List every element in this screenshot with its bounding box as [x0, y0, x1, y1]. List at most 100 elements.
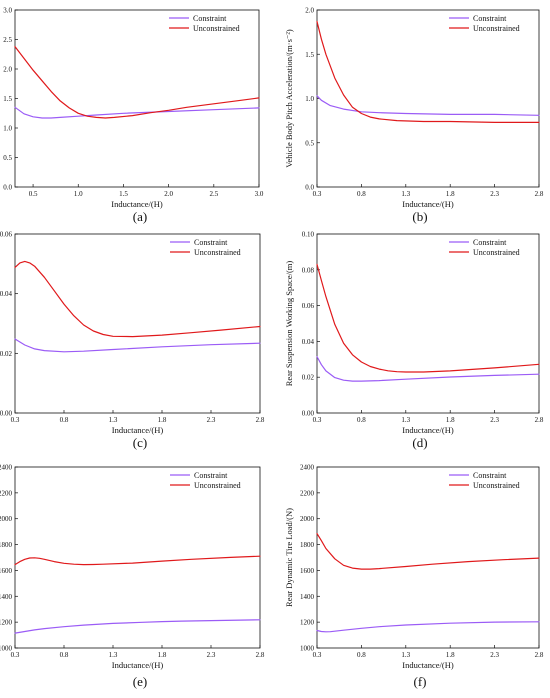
legend-label-constraint: Constraint	[194, 238, 228, 247]
x-tick-label: 2.3	[490, 416, 499, 424]
legend-label-unconstrained: Unconstrained	[193, 24, 240, 33]
x-tick-label: 1.8	[446, 190, 455, 198]
series-line-constraint	[14, 619, 261, 634]
x-axis-title: Inductance/(H)	[111, 199, 163, 209]
y-tick-label: 0.04	[302, 338, 315, 346]
x-tick-label: 1.3	[109, 416, 118, 424]
x-tick-label: 1.8	[158, 416, 167, 424]
panel-label: (e)	[133, 674, 147, 689]
y-axis-title: Rear Suspension Working Space/(m)	[284, 261, 294, 387]
y-tick-label: 2200	[300, 489, 315, 497]
y-tick-label: 2000	[300, 515, 315, 523]
y-tick-label: 1200	[300, 619, 315, 627]
y-tick-label: 1.0	[3, 125, 12, 133]
x-tick-label: 0.3	[313, 190, 322, 198]
y-tick-label: 0.0	[305, 184, 314, 192]
chart-panel-4: 0.3 0.8 1.3 1.8 2.3 2.8 0.00 0.02 0.04 0.06 0.08 0.…	[284, 231, 544, 451]
x-tick-label: 2.5	[209, 190, 218, 198]
x-tick-label: 1.5	[119, 190, 128, 198]
series-line-unconstrained	[14, 555, 261, 566]
y-tick-label: 2.0	[3, 66, 12, 74]
series-line-unconstrained	[316, 533, 540, 570]
y-tick-label: 1400	[300, 593, 315, 601]
plot-frame	[316, 9, 540, 188]
x-tick-label: 1.8	[446, 651, 455, 659]
y-tick-label: 1.5	[305, 51, 314, 59]
y-tick-label: 1.0	[305, 95, 314, 103]
y-tick-label: 3.0	[3, 7, 12, 15]
x-axis-title: Inductance/(H)	[112, 425, 164, 435]
y-tick-label: 1800	[300, 541, 315, 549]
y-tick-label: 1000	[300, 645, 315, 653]
legend-label-constraint: Constraint	[473, 14, 507, 23]
legend-label-unconstrained: Unconstrained	[473, 24, 520, 33]
legend-label-constraint: Constraint	[194, 471, 228, 480]
x-tick-label: 0.8	[60, 651, 69, 659]
y-tick-label: 0.04	[0, 290, 13, 298]
y-tick-label: 2400	[0, 464, 13, 472]
x-tick-label: 2.3	[490, 651, 499, 659]
y-tick-label: 0.06	[0, 231, 13, 239]
y-tick-label: 1000	[0, 645, 13, 653]
x-tick-label: 2.3	[207, 651, 216, 659]
y-tick-label: 0.06	[302, 302, 315, 310]
x-tick-label: 2.3	[490, 190, 499, 198]
x-tick-label: 1.8	[158, 651, 167, 659]
x-tick-label: 0.8	[357, 651, 366, 659]
legend-label-unconstrained: Unconstrained	[473, 481, 520, 490]
x-axis-title: Inductance/(H)	[402, 660, 454, 670]
panel-label: (b)	[412, 209, 427, 224]
x-tick-label: 1.0	[74, 190, 83, 198]
x-axis-title: Inductance/(H)	[402, 425, 454, 435]
y-tick-label: 0.5	[3, 154, 12, 162]
x-tick-label: 0.3	[313, 651, 322, 659]
series-line-unconstrained	[316, 263, 540, 373]
x-tick-label: 3.0	[255, 190, 264, 198]
series-line-constraint	[316, 621, 540, 633]
x-tick-label: 2.8	[256, 651, 265, 659]
x-tick-label: 2.0	[164, 190, 173, 198]
y-tick-label: 1200	[0, 619, 13, 627]
x-tick-label: 1.3	[401, 651, 410, 659]
x-tick-label: 0.3	[11, 651, 20, 659]
y-tick-label: 0.00	[302, 410, 315, 418]
legend-label-unconstrained: Unconstrained	[194, 481, 241, 490]
x-tick-label: 1.3	[401, 416, 410, 424]
y-tick-label: 1.5	[3, 95, 12, 103]
series-line-constraint	[316, 95, 540, 116]
y-tick-label: 2000	[0, 515, 13, 523]
y-tick-label: 2200	[0, 489, 13, 497]
series-line-constraint	[14, 338, 261, 353]
x-tick-label: 2.8	[256, 416, 265, 424]
x-tick-label: 0.8	[60, 416, 69, 424]
panel-label: (c)	[133, 435, 147, 450]
y-tick-label: 1800	[0, 541, 13, 549]
y-tick-label: 0.10	[302, 231, 315, 239]
x-tick-label: 0.5	[29, 190, 38, 198]
series-line-unconstrained	[316, 20, 540, 123]
plot-frame	[316, 466, 540, 649]
panel-label: (a)	[133, 209, 147, 224]
y-axis-title: Rear Dynamic Tire Load/(N)	[284, 508, 294, 607]
plot-frame	[316, 233, 540, 414]
legend-label-unconstrained: Unconstrained	[194, 248, 241, 257]
chart-panel-1: 0.5 1.0 1.5 2.0 2.5 3.0 0.0 0.5 1.0 1.5 2.0 2.5 3.0 I…	[3, 7, 264, 225]
y-tick-label: 1600	[0, 567, 13, 575]
y-tick-label: 2.0	[305, 7, 314, 15]
legend-label-constraint: Constraint	[473, 471, 507, 480]
x-tick-label: 0.8	[357, 416, 366, 424]
x-tick-label: 1.3	[109, 651, 118, 659]
chart-panel-2: 0.3 0.8 1.3 1.8 2.3 2.8 0.0 0.5 1.0 1.5 2.0 Inducta…	[284, 7, 544, 225]
plot-frame	[14, 9, 260, 188]
x-tick-label: 1.3	[401, 190, 410, 198]
x-axis-title: Inductance/(H)	[402, 199, 454, 209]
x-tick-label: 2.3	[207, 416, 216, 424]
x-tick-label: 1.8	[446, 416, 455, 424]
x-tick-label: 2.8	[535, 416, 544, 424]
legend-label-constraint: Constraint	[473, 238, 507, 247]
x-axis-title: Inductance/(H)	[112, 660, 164, 670]
x-tick-label: 2.8	[535, 190, 544, 198]
x-tick-label: 2.8	[535, 651, 544, 659]
y-tick-label: 0.02	[302, 374, 315, 382]
